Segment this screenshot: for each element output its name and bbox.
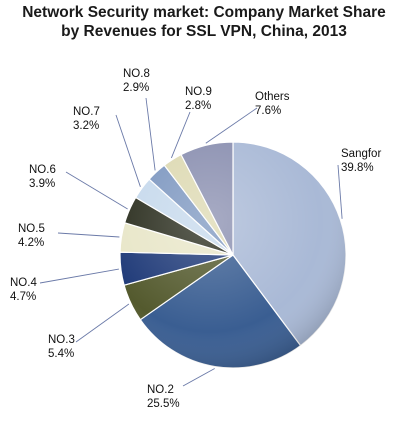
- leader-lines: [39, 97, 343, 387]
- slice-label-value: 7.6%: [255, 105, 281, 117]
- leader-line-no-2: [182, 368, 215, 387]
- slice-label-name: NO.7: [73, 106, 100, 118]
- slice-label-no-8: NO.8 2.9%: [123, 68, 150, 94]
- slice-label-no-2: NO.2 25.5%: [147, 384, 180, 410]
- slice-label-others: Others 7.6%: [255, 91, 290, 117]
- slice-label-name: NO.6: [29, 164, 56, 176]
- slice-label-no-4: NO.4 4.7%: [10, 277, 37, 303]
- leader-line-no-7: [115, 114, 141, 187]
- slice-label-name: Sangfor: [341, 148, 381, 160]
- chart-title: Network Security market: Company Market …: [0, 3, 408, 41]
- slice-label-value: 4.2%: [18, 237, 44, 249]
- leader-line-sangfor: [337, 164, 343, 219]
- leader-line-no-5: [57, 232, 120, 238]
- slice-label-name: NO.9: [185, 86, 212, 98]
- slice-label-name: NO.4: [10, 277, 37, 289]
- slice-label-name: NO.3: [48, 334, 75, 346]
- slice-label-no-5: NO.5 4.2%: [18, 223, 45, 249]
- slice-label-sangfor: Sangfor 39.8%: [341, 148, 381, 174]
- slice-label-value: 3.2%: [73, 120, 99, 132]
- slice-label-name: NO.5: [18, 223, 45, 235]
- leader-line-no-3: [75, 303, 130, 343]
- slice-label-value: 5.4%: [48, 348, 74, 360]
- slice-label-no-3: NO.3 5.4%: [48, 334, 75, 360]
- slice-label-no-7: NO.7 3.2%: [73, 106, 100, 132]
- slice-label-name: Others: [255, 91, 290, 103]
- leader-line-others: [205, 107, 258, 144]
- slice-label-value: 2.9%: [123, 82, 149, 94]
- leader-line-no-8: [145, 97, 156, 171]
- leader-line-no-6: [65, 171, 128, 210]
- slice-label-value: 39.8%: [341, 162, 374, 174]
- slice-label-value: 3.9%: [29, 178, 55, 190]
- slice-label-no-6: NO.6 3.9%: [29, 164, 56, 190]
- chart-title-line-2: by Revenues for SSL VPN, China, 2013: [61, 23, 347, 40]
- slice-label-value: 4.7%: [10, 291, 36, 303]
- slice-label-name: NO.2: [147, 384, 174, 396]
- leader-line-no-9: [170, 111, 191, 159]
- slice-label-no-9: NO.9 2.8%: [185, 86, 212, 112]
- slice-label-value: 25.5%: [147, 398, 180, 410]
- pie-slices: [119, 141, 347, 369]
- leader-line-no-4: [39, 268, 119, 284]
- slice-label-name: NO.8: [123, 68, 150, 80]
- slice-label-value: 2.8%: [185, 100, 211, 112]
- slice-labels: Sangfor 39.8%NO.2 25.5%NO.3 5.4%NO.4 4.7%NO.…: [10, 68, 381, 410]
- chart-title-line-1: Network Security market: Company Market …: [22, 4, 386, 21]
